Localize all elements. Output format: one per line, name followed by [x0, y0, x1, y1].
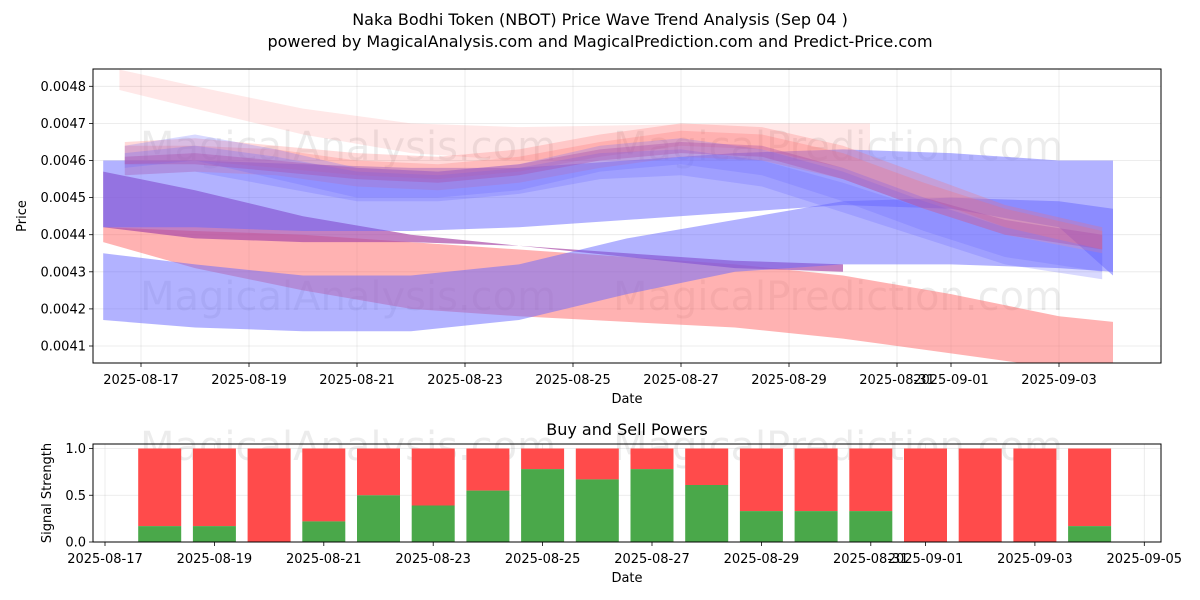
- buy-sell-y-tick-label: 0.5: [65, 489, 86, 504]
- chart-title: Naka Bodhi Token (NBOT) Price Wave Trend…: [352, 10, 848, 29]
- sell-bar: [685, 448, 729, 485]
- sell-bar: [138, 448, 182, 527]
- buy-bar: [138, 526, 182, 542]
- buy-bar: [1068, 526, 1112, 542]
- wave-band-blue-wave-a: [124, 134, 1103, 272]
- sell-bar: [739, 448, 783, 512]
- wave-band-blue-long-low: [103, 197, 1113, 332]
- price-y-tick-label: 0.0046: [41, 154, 87, 169]
- price-x-tick-label: 2025-09-03: [1021, 373, 1097, 388]
- buy-sell-x-tick-label: 2025-08-27: [614, 552, 690, 567]
- buy-sell-y-tick-label: 1.0: [65, 442, 86, 457]
- chart-subtitle: powered by MagicalAnalysis.com and Magic…: [267, 32, 932, 51]
- sell-bar: [630, 448, 674, 470]
- sell-bar: [411, 448, 455, 506]
- price-y-tick-label: 0.0047: [41, 117, 87, 132]
- sell-bar: [575, 448, 619, 480]
- price-x-tick-label: 2025-08-25: [535, 373, 611, 388]
- sell-bar: [958, 448, 1002, 542]
- buy-sell-x-tick-label: 2025-08-31: [833, 552, 909, 567]
- buy-sell-x-tick-label: 2025-08-25: [505, 552, 581, 567]
- buy-sell-y-label: Signal Strength: [40, 443, 55, 543]
- buy-sell-y-tick-label: 0.0: [65, 536, 86, 551]
- price-x-tick-label: 2025-08-17: [103, 373, 179, 388]
- price-x-tick-label: 2025-08-31: [859, 373, 935, 388]
- sell-bar: [357, 448, 400, 496]
- price-y-tick-label: 0.0045: [41, 191, 87, 206]
- price-wave-bands: [103, 69, 1113, 363]
- wave-band-purple-core: [124, 142, 1103, 250]
- price-y-tick-label: 0.0042: [41, 302, 87, 317]
- price-x-tick-label: 2025-08-19: [211, 373, 287, 388]
- buy-sell-x-tick-label: 2025-08-23: [395, 552, 471, 567]
- sell-bar: [1013, 448, 1057, 542]
- buy-sell-x-label: Date: [611, 571, 642, 586]
- buy-sell-x-tick-label: 2025-08-29: [724, 552, 800, 567]
- buy-bar: [357, 495, 400, 542]
- price-y-tick-label: 0.0043: [41, 265, 87, 280]
- buy-sell-x-tick-label: 2025-09-03: [997, 552, 1073, 567]
- buy-bar: [575, 479, 619, 542]
- buy-sell-bars: [138, 448, 1112, 542]
- buy-sell-x-tick-label: 2025-08-21: [286, 552, 362, 567]
- buy-sell-y-ticks: 0.0 0.5 1.0: [65, 442, 93, 551]
- buy-bar: [192, 526, 236, 542]
- wave-band-red-wave-a: [124, 123, 1103, 250]
- price-x-tick-label: 2025-08-27: [643, 373, 719, 388]
- sell-bar: [192, 448, 236, 527]
- buy-bar: [302, 521, 346, 542]
- sell-bar: [794, 448, 838, 512]
- buy-sell-title: Buy and Sell Powers: [546, 420, 708, 439]
- buy-bar: [411, 505, 455, 542]
- buy-bar: [739, 511, 783, 542]
- buy-bar: [849, 511, 893, 542]
- buy-bar: [685, 485, 729, 542]
- buy-sell-x-tick-label: 2025-09-01: [888, 552, 964, 567]
- price-x-tick-label: 2025-09-01: [913, 373, 989, 388]
- buy-sell-x-ticks: 2025-08-17 2025-08-19 2025-08-21 2025-08-23…: [67, 542, 1182, 567]
- wave-band-blue-long-high: [103, 149, 1113, 276]
- wave-band-blue-wave-b: [124, 145, 1103, 280]
- sell-bar: [466, 448, 510, 491]
- buy-sell-x-tick-label: 2025-09-05: [1107, 552, 1183, 567]
- price-y-tick-label: 0.0044: [41, 228, 87, 243]
- buy-bar: [630, 469, 674, 542]
- buy-sell-x-tick-label: 2025-08-17: [67, 552, 143, 567]
- price-x-label: Date: [611, 392, 642, 407]
- sell-bar: [521, 448, 565, 470]
- price-x-ticks: 2025-08-17 2025-08-19 2025-08-21 2025-08-23…: [103, 363, 1097, 388]
- sell-bar: [302, 448, 346, 522]
- price-x-tick-label: 2025-08-23: [427, 373, 503, 388]
- sell-bar: [904, 448, 947, 542]
- price-y-ticks: 0.0041 0.0042 0.0043 0.0044 0.0045 0.0046 0.00…: [41, 80, 93, 355]
- price-y-label: Price: [15, 200, 30, 232]
- price-x-tick-label: 2025-08-21: [319, 373, 395, 388]
- buy-bar: [466, 490, 510, 542]
- buy-sell-panel: Buy and Sell Powers MagicalAnalysis.com …: [40, 420, 1182, 586]
- price-x-tick-label: 2025-08-29: [751, 373, 827, 388]
- buy-bar: [521, 469, 565, 542]
- price-y-tick-label: 0.0041: [41, 340, 87, 355]
- sell-bar: [1068, 448, 1112, 527]
- price-axes-frame: [92, 68, 1162, 364]
- buy-sell-axes-frame: [92, 443, 1162, 543]
- wave-band-red-long-high: [119, 69, 870, 161]
- price-panel: MagicalAnalysis.com MagicalPrediction.co…: [15, 68, 1162, 407]
- wave-band-red-wave-b: [124, 130, 1103, 254]
- price-y-tick-label: 0.0048: [41, 80, 87, 95]
- sell-bar: [849, 448, 893, 512]
- buy-bar: [794, 511, 838, 542]
- sell-bar: [247, 448, 291, 542]
- buy-sell-x-tick-label: 2025-08-19: [177, 552, 253, 567]
